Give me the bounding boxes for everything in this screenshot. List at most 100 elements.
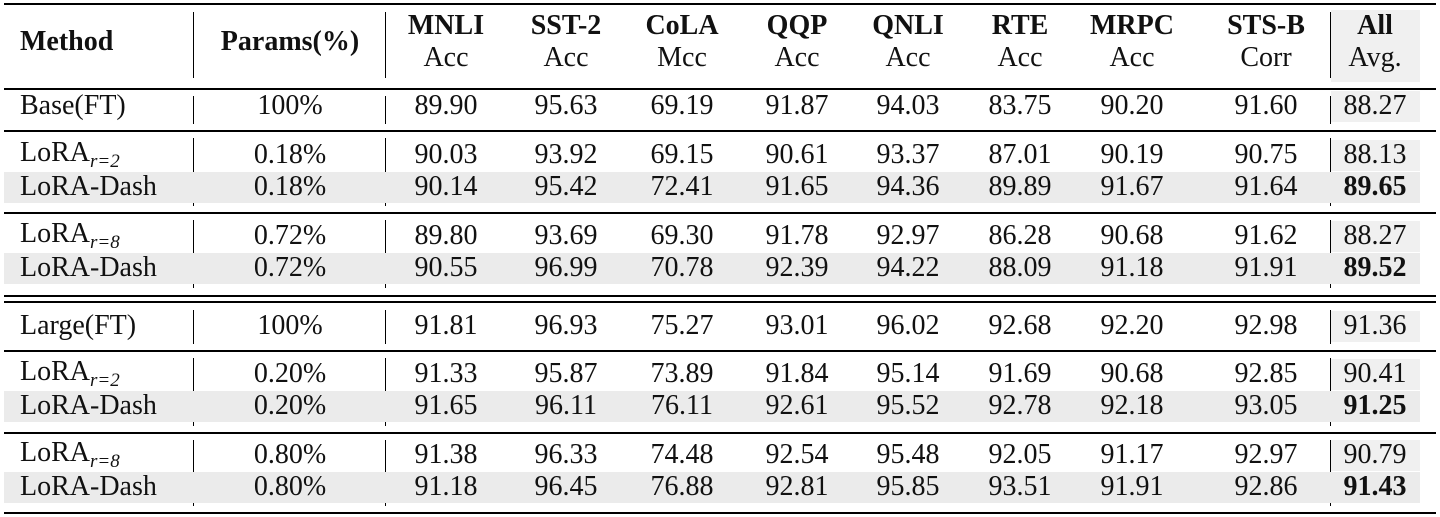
score-cell: 91.38 — [414, 439, 478, 470]
score-cell: 95.85 — [876, 471, 940, 502]
method-cell: LoRAr=2 — [20, 139, 120, 172]
score-cell: 91.64 — [1234, 171, 1298, 202]
score-cell: 70.78 — [650, 252, 714, 283]
score-cell: 92.86 — [1234, 471, 1298, 502]
method-name: LoRA — [20, 356, 90, 387]
score-cell: 95.14 — [876, 358, 940, 389]
header-cell: STS-B — [1227, 10, 1305, 41]
avg-cell-shade — [1331, 91, 1420, 122]
score-cell: 72.41 — [650, 171, 714, 202]
header-cell: MNLI — [407, 10, 485, 41]
avg-column-shade — [1331, 10, 1420, 82]
score-cell: 90.55 — [414, 252, 478, 283]
score-cell: 96.45 — [534, 471, 598, 502]
score-cell: 92.78 — [988, 390, 1052, 421]
score-cell: 83.75 — [988, 90, 1052, 121]
score-cell: 91.67 — [1100, 171, 1164, 202]
column-separator — [193, 12, 194, 78]
score-cell: 92.98 — [1234, 310, 1298, 341]
score-cell: 91.60 — [1234, 90, 1298, 121]
method-name: LoRA — [20, 218, 90, 249]
avg-cell-shade — [1331, 311, 1420, 342]
score-cell: 89.90 — [414, 90, 478, 121]
header-metric: Acc — [1109, 42, 1155, 73]
column-separator — [385, 12, 386, 78]
header-metric: Acc — [885, 42, 931, 73]
score-cell: 92.20 — [1100, 310, 1164, 341]
score-cell: 95.52 — [876, 390, 940, 421]
header-cell: QNLI — [872, 10, 944, 41]
score-cell: 92.85 — [1234, 358, 1298, 389]
method-name: LoRA-Dash — [20, 252, 157, 283]
method-cell: LoRAr=8 — [20, 439, 120, 472]
avg-cell-shade — [1331, 359, 1420, 390]
rule — [4, 301, 1436, 303]
score-cell: 75.27 — [650, 310, 714, 341]
header-cell: Method — [20, 26, 114, 57]
score-cell: 92.97 — [1234, 439, 1298, 470]
header-metric: Mcc — [657, 42, 707, 73]
avg-cell: 88.27 — [1343, 90, 1407, 121]
score-cell: 91.84 — [765, 358, 829, 389]
score-cell: 93.37 — [876, 139, 940, 170]
method-subscript: r=8 — [90, 451, 120, 472]
score-cell: 91.17 — [1100, 439, 1164, 470]
row-shade — [4, 472, 1420, 503]
column-separator — [385, 310, 386, 344]
avg-cell: 88.27 — [1343, 220, 1407, 251]
column-separator — [193, 96, 194, 124]
avg-cell-shade — [1331, 140, 1420, 171]
params-cell: 0.80% — [253, 439, 327, 470]
avg-cell: 90.41 — [1343, 358, 1407, 389]
score-cell: 92.54 — [765, 439, 829, 470]
column-separator — [1330, 12, 1331, 78]
score-cell: 93.51 — [988, 471, 1052, 502]
score-cell: 76.11 — [651, 390, 713, 421]
params-cell: 100% — [257, 90, 323, 121]
avg-cell: 88.13 — [1343, 139, 1407, 170]
score-cell: 91.33 — [414, 358, 478, 389]
header-cell: RTE — [991, 10, 1049, 41]
method-cell: Base(FT) — [20, 92, 126, 120]
rule — [4, 512, 1436, 514]
score-cell: 91.69 — [988, 358, 1052, 389]
header-cell: MRPC — [1090, 10, 1174, 41]
score-cell: 91.81 — [414, 310, 478, 341]
score-cell: 91.65 — [414, 390, 478, 421]
method-cell: LoRA-Dash — [20, 173, 157, 201]
avg-cell: 91.43 — [1343, 471, 1407, 502]
score-cell: 96.99 — [534, 252, 598, 283]
method-name: Large(FT) — [20, 310, 137, 341]
row-shade — [4, 253, 1420, 284]
rule — [4, 88, 1436, 90]
header-cell: CoLA — [645, 10, 719, 41]
score-cell: 90.19 — [1100, 139, 1164, 170]
score-cell: 90.20 — [1100, 90, 1164, 121]
avg-cell: 89.65 — [1343, 171, 1407, 202]
score-cell: 96.93 — [534, 310, 598, 341]
score-cell: 69.15 — [650, 139, 714, 170]
score-cell: 74.48 — [650, 439, 714, 470]
score-cell: 90.03 — [414, 139, 478, 170]
score-cell: 93.69 — [534, 220, 598, 251]
score-cell: 90.75 — [1234, 139, 1298, 170]
header-metric: Acc — [543, 42, 589, 73]
score-cell: 87.01 — [988, 139, 1052, 170]
score-cell: 89.80 — [414, 220, 478, 251]
score-cell: 93.01 — [765, 310, 829, 341]
score-cell: 91.18 — [414, 471, 478, 502]
method-cell: LoRA-Dash — [20, 392, 157, 420]
rule — [4, 3, 1436, 5]
score-cell: 93.92 — [534, 139, 598, 170]
header-cell: SST-2 — [530, 10, 602, 41]
score-cell: 73.89 — [650, 358, 714, 389]
header-metric: Corr — [1240, 42, 1292, 73]
score-cell: 92.39 — [765, 252, 829, 283]
score-cell: 93.05 — [1234, 390, 1298, 421]
avg-cell: 90.79 — [1343, 439, 1407, 470]
score-cell: 91.87 — [765, 90, 829, 121]
avg-cell: 91.36 — [1343, 310, 1407, 341]
rule — [4, 130, 1436, 132]
score-cell: 69.19 — [650, 90, 714, 121]
score-cell: 90.68 — [1100, 220, 1164, 251]
